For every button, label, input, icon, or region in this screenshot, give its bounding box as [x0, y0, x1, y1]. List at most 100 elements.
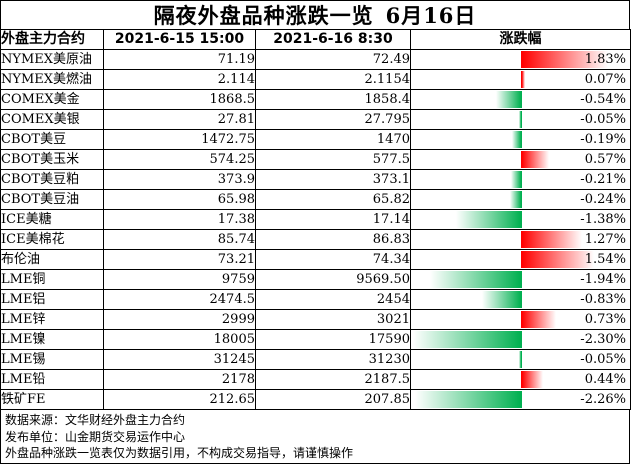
- cell-curr: 2187.5: [255, 369, 411, 390]
- column-header-name: 外盘主力合约: [0, 29, 104, 50]
- change-percent: 1.54%: [584, 252, 626, 267]
- table-row: CBOT美豆 1472.75 1470 -0.19%: [0, 129, 631, 150]
- change-percent: 0.73%: [584, 312, 626, 327]
- cell-name: 铁矿FE: [0, 389, 104, 410]
- cell-change: -2.30%: [410, 329, 631, 350]
- table-body: NYMEX美原油 71.19 72.49 1.83% NYMEX美燃油 2.114 2.11…: [0, 49, 631, 410]
- change-percent: -1.94%: [580, 272, 626, 287]
- cell-prev: 17.38: [103, 209, 256, 230]
- cell-name: 布伦油: [0, 249, 104, 270]
- change-bar: [521, 371, 543, 388]
- cell-name: CBOT美豆油: [0, 189, 104, 210]
- change-bar: [521, 311, 557, 328]
- cell-name: NYMEX美原油: [0, 49, 104, 70]
- change-percent: 0.07%: [584, 72, 626, 87]
- change-bar: [495, 91, 522, 108]
- footer-publisher: 发布单位：山金期货交易运作中心: [5, 429, 186, 444]
- cell-curr: 9569.50: [255, 269, 411, 290]
- title-text: 隔夜外盘品种涨跌一览: [153, 3, 374, 28]
- cell-prev: 65.98: [103, 189, 256, 210]
- cell-prev: 373.9: [103, 169, 256, 190]
- table-row: LME铜 9759 9569.50 -1.94%: [0, 269, 631, 290]
- change-percent: -1.38%: [580, 212, 626, 227]
- change-bar: [414, 391, 522, 408]
- cell-curr: 72.49: [255, 49, 411, 70]
- table-row: ICE美棉花 85.74 86.83 1.27%: [0, 229, 631, 250]
- cell-name: LME锡: [0, 349, 104, 370]
- change-percent: -0.21%: [580, 172, 626, 187]
- cell-prev: 9759: [103, 269, 256, 290]
- cell-curr: 17.14: [255, 209, 411, 230]
- change-percent: -2.26%: [580, 392, 626, 407]
- cell-change: 1.83%: [410, 49, 631, 70]
- cell-prev: 2178: [103, 369, 256, 390]
- change-bar: [521, 151, 549, 168]
- table-row: CBOT美豆油 65.98 65.82 -0.24%: [0, 189, 631, 210]
- cell-prev: 212.65: [103, 389, 256, 410]
- change-bar: [429, 271, 522, 288]
- cell-change: -1.38%: [410, 209, 631, 230]
- cell-prev: 31245: [103, 349, 256, 370]
- table-row: LME铅 2178 2187.5 0.44%: [0, 369, 631, 390]
- cell-change: -0.21%: [410, 169, 631, 190]
- header-row: 外盘主力合约 2021-6-15 15:00 2021-6-16 8:30 涨跌…: [0, 29, 631, 50]
- table-row: NYMEX美原油 71.19 72.49 1.83%: [0, 49, 631, 70]
- cell-name: LME铅: [0, 369, 104, 390]
- cell-change: 1.27%: [410, 229, 631, 250]
- cell-prev: 574.25: [103, 149, 256, 170]
- change-percent: 1.27%: [584, 232, 626, 247]
- cell-name: LME镍: [0, 329, 104, 350]
- cell-curr: 373.1: [255, 169, 411, 190]
- table-row: CBOT美豆粕 373.9 373.1 -0.21%: [0, 169, 631, 190]
- cell-prev: 2999: [103, 309, 256, 330]
- cell-name: LME铝: [0, 289, 104, 310]
- cell-prev: 2474.5: [103, 289, 256, 310]
- change-percent: -0.54%: [580, 92, 626, 107]
- cell-name: CBOT美玉米: [0, 149, 104, 170]
- table-row: ICE美糖 17.38 17.14 -1.38%: [0, 209, 631, 230]
- column-header-curr: 2021-6-16 8:30: [255, 29, 411, 50]
- table-row: 布伦油 73.21 74.34 1.54%: [0, 249, 631, 270]
- cell-change: -0.83%: [410, 289, 631, 310]
- cell-curr: 1470: [255, 129, 411, 150]
- change-bar: [521, 251, 595, 268]
- cell-change: -0.24%: [410, 189, 631, 210]
- change-percent: 0.57%: [584, 152, 626, 167]
- change-percent: -2.30%: [580, 332, 626, 347]
- column-header-change: 涨跌幅: [410, 29, 631, 50]
- change-percent: 0.44%: [584, 372, 626, 387]
- table-row: LME铝 2474.5 2454 -0.83%: [0, 289, 631, 310]
- cell-curr: 2454: [255, 289, 411, 310]
- cell-change: 0.57%: [410, 149, 631, 170]
- cell-change: -0.05%: [410, 109, 631, 130]
- cell-prev: 2.114: [103, 69, 256, 90]
- cell-curr: 2.1154: [255, 69, 411, 90]
- cell-change: 1.54%: [410, 249, 631, 270]
- footer-notes: 数据来源：文华财经外盘主力合约 发布单位：山金期货交易运作中心 外盘品种涨跌一览…: [0, 410, 630, 464]
- cell-change: 0.73%: [410, 309, 631, 330]
- cell-curr: 65.82: [255, 189, 411, 210]
- change-percent: -0.19%: [580, 132, 626, 147]
- table-row: CBOT美玉米 574.25 577.5 0.57%: [0, 149, 631, 170]
- change-percent: -0.83%: [580, 292, 626, 307]
- change-bar: [511, 171, 522, 188]
- change-bar: [509, 191, 522, 208]
- cell-change: -2.26%: [410, 389, 631, 410]
- cell-curr: 86.83: [255, 229, 411, 250]
- cell-curr: 1858.4: [255, 89, 411, 110]
- change-percent: -0.05%: [580, 352, 626, 367]
- cell-prev: 85.74: [103, 229, 256, 250]
- change-bar: [518, 351, 522, 368]
- column-header-prev: 2021-6-15 15:00: [103, 29, 256, 50]
- cell-curr: 27.795: [255, 109, 411, 130]
- change-percent: 1.83%: [584, 52, 626, 67]
- cell-prev: 18005: [103, 329, 256, 350]
- cell-change: -0.19%: [410, 129, 631, 150]
- cell-prev: 1868.5: [103, 89, 256, 110]
- cell-name: ICE美糖: [0, 209, 104, 230]
- futures-table: 外盘主力合约 2021-6-15 15:00 2021-6-16 8:30 涨跌…: [0, 29, 631, 410]
- change-bar: [456, 211, 522, 228]
- cell-prev: 1472.75: [103, 129, 256, 150]
- cell-curr: 3021: [255, 309, 411, 330]
- cell-name: CBOT美豆粕: [0, 169, 104, 190]
